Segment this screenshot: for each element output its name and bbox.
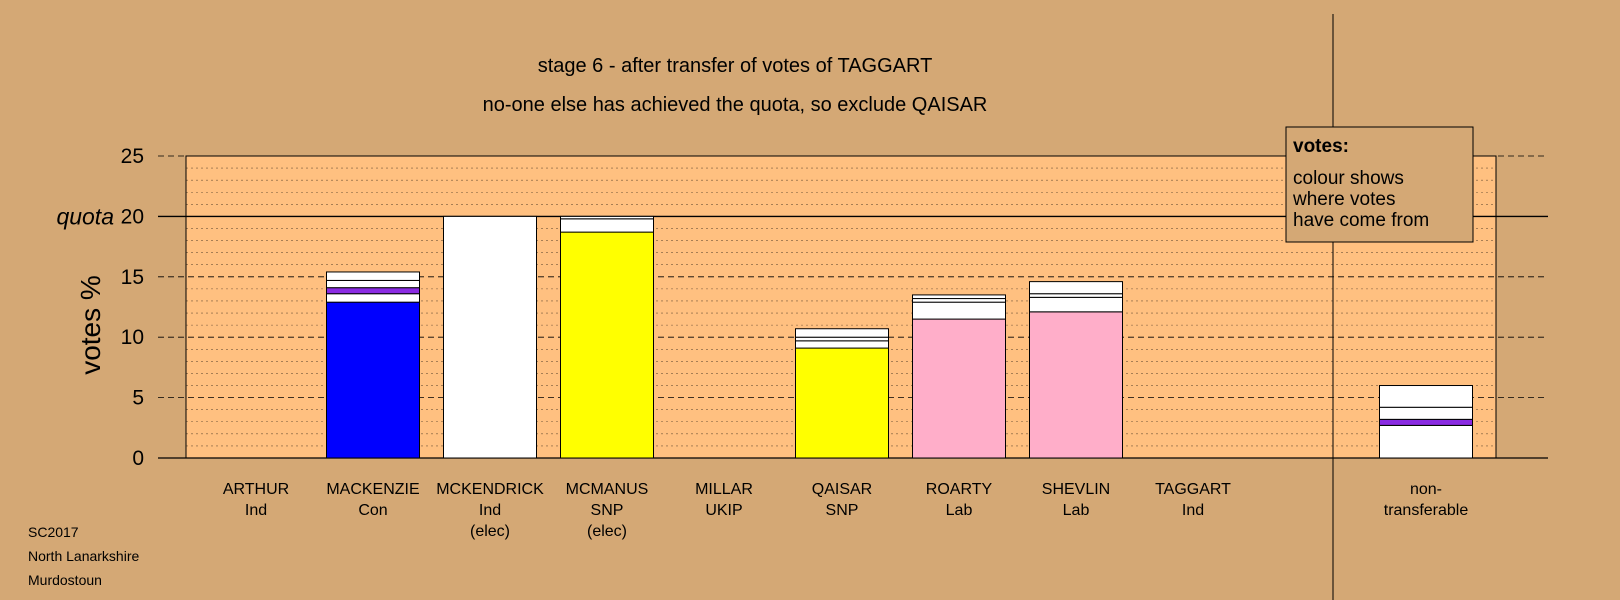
x-label-name: ARTHUR bbox=[223, 481, 289, 498]
bar-segment bbox=[326, 293, 420, 303]
footer-council: North Lanarkshire bbox=[28, 548, 140, 564]
x-label-name: non- bbox=[1410, 481, 1442, 498]
bar-segment bbox=[1029, 293, 1123, 298]
bar-segment bbox=[326, 287, 420, 295]
x-label-name: MCMANUS bbox=[566, 481, 649, 498]
x-label-party: Lab bbox=[1063, 502, 1090, 519]
bar-segment bbox=[560, 215, 654, 220]
y-tick-label: 5 bbox=[132, 387, 144, 410]
x-label-party: Ind bbox=[479, 502, 501, 519]
x-label-name: SHEVLIN bbox=[1042, 481, 1110, 498]
x-label-party: SNP bbox=[591, 502, 624, 519]
y-tick-label: 15 bbox=[121, 266, 144, 289]
legend-line-1: colour shows bbox=[1293, 168, 1404, 189]
legend-line-2: where votes bbox=[1292, 189, 1395, 210]
bar-segment bbox=[912, 294, 1006, 300]
bar-segment bbox=[560, 218, 654, 233]
legend-title: votes: bbox=[1293, 136, 1349, 157]
bar-segment bbox=[1029, 296, 1123, 313]
footer-ward: Murdostoun bbox=[28, 572, 102, 588]
bars bbox=[326, 215, 1473, 459]
footer-election: SC2017 bbox=[28, 524, 79, 540]
y-axis-label: votes % bbox=[75, 275, 106, 375]
y-ticks: 0 5 10 15 20 25 quota bbox=[56, 145, 144, 470]
quota-label: quota bbox=[56, 203, 114, 229]
bar-segment bbox=[1379, 406, 1473, 420]
x-label-name: TAGGART bbox=[1155, 481, 1231, 498]
legend: votes: colour shows where votes have com… bbox=[1285, 126, 1474, 243]
bar-segment bbox=[795, 328, 889, 338]
x-label-name: ROARTY bbox=[926, 481, 993, 498]
bar-segment bbox=[795, 340, 889, 349]
footer: SC2017 North Lanarkshire Murdostoun bbox=[28, 520, 139, 592]
bar-segment bbox=[1029, 281, 1123, 295]
y-tick-label: 25 bbox=[121, 145, 144, 168]
bar-segment bbox=[912, 298, 1006, 303]
bar-segment bbox=[326, 279, 420, 289]
x-label-party: Lab bbox=[946, 502, 973, 519]
bar-segment bbox=[912, 301, 1006, 320]
bar-segment bbox=[443, 215, 537, 459]
bar-segment bbox=[1379, 385, 1473, 408]
x-label-note: (elec) bbox=[470, 523, 510, 540]
x-label-name: MACKENZIE bbox=[326, 481, 419, 498]
x-label-party: Con bbox=[358, 502, 387, 519]
y-tick-label: 10 bbox=[121, 326, 144, 349]
x-labels: ARTHUR Ind MACKENZIE Con MCKENDRICK Ind (elec)… bbox=[223, 481, 1469, 540]
bar-segment bbox=[795, 347, 889, 459]
x-label-party: Ind bbox=[1182, 502, 1204, 519]
chart-subtitle: no-one else has achieved the quota, so e… bbox=[483, 94, 988, 116]
x-label-note: (elec) bbox=[587, 523, 627, 540]
bar-segment bbox=[795, 336, 889, 342]
bar-segment bbox=[1379, 424, 1473, 459]
x-label-name: MILLAR bbox=[695, 481, 753, 498]
y-tick-label: 20 bbox=[121, 205, 144, 228]
bar-segment bbox=[560, 231, 654, 459]
legend-box bbox=[1285, 126, 1474, 243]
chart-title: stage 6 - after transfer of votes of TAG… bbox=[538, 55, 933, 77]
legend-line-3: have come from bbox=[1293, 210, 1429, 231]
bar-segment bbox=[1029, 311, 1123, 459]
x-label-name: QAISAR bbox=[812, 481, 872, 498]
x-label-party: Ind bbox=[245, 502, 267, 519]
bar-segment bbox=[1379, 418, 1473, 426]
x-label-party: transferable bbox=[1384, 502, 1469, 519]
bar-segment bbox=[326, 301, 420, 459]
bar-segment bbox=[326, 271, 420, 281]
x-label-name: MCKENDRICK bbox=[436, 481, 544, 498]
x-label-party: UKIP bbox=[705, 502, 742, 519]
x-label-party: SNP bbox=[826, 502, 859, 519]
y-tick-label: 0 bbox=[132, 447, 144, 470]
bar-segment bbox=[912, 318, 1006, 459]
